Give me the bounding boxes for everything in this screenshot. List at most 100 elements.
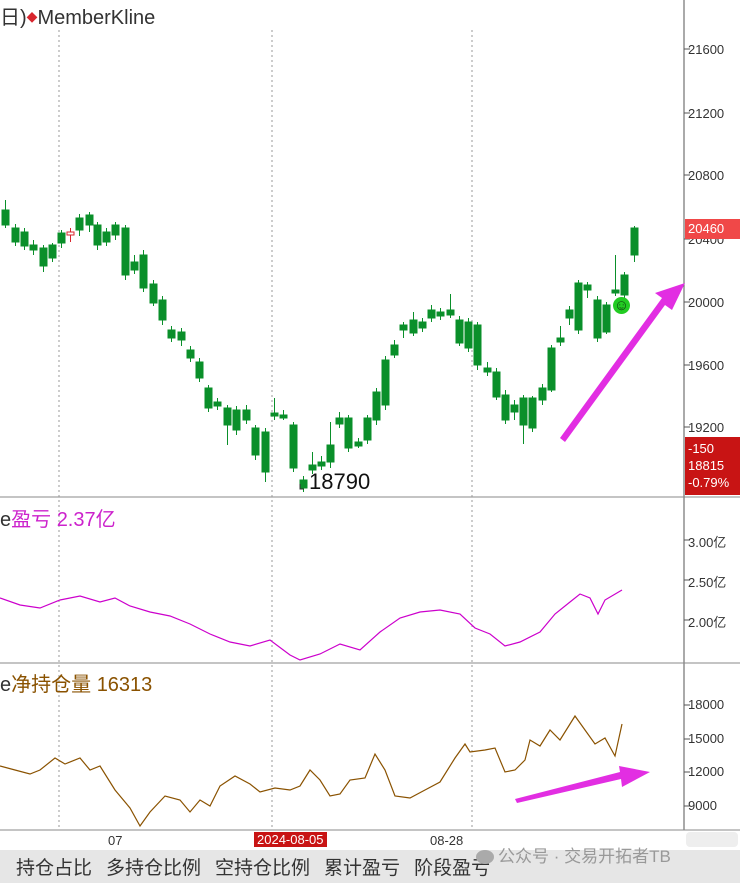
candle-body [538,387,547,401]
candle-body [11,227,20,243]
candle-body [483,367,492,373]
net-y-tick: 18000 [688,697,725,712]
candle-body [204,387,213,409]
candle-body [390,344,399,356]
wechat-icon [476,850,494,864]
candle-body [630,227,639,256]
candle-body [279,414,288,419]
candle-body [409,319,418,334]
candle-body [418,321,427,329]
net-panel-label: e净持仓量 16313 [0,668,152,697]
candle-body [602,304,611,333]
y-tick: 20800 [688,168,725,183]
pnl-y-tick: 2.00亿 [688,615,727,630]
tab-short-ratio[interactable]: 空持仓比例 [215,858,311,879]
candle-body [289,424,298,469]
y-tick: 20000 [688,295,725,310]
candle-body [399,324,408,331]
candle-body [1,209,10,226]
indicator-name: MemberKline [37,7,156,29]
candle-body [213,401,222,407]
candle-body [261,431,270,473]
net-y-tick: 9000 [688,798,717,813]
candle-body [29,244,38,251]
candle-body [574,282,583,331]
tab-period-pnl[interactable]: 阶段盈亏 [414,858,491,879]
watermark-text: 公众号 · 交易开拓者TB [498,847,671,866]
candle-body [93,224,102,246]
candle-body [547,347,556,391]
watermark: 公众号 · 交易开拓者TB [476,842,671,867]
candle-body [556,337,565,343]
candlestick-series [1,200,639,492]
candle-body [251,427,260,456]
candle-body [186,349,195,359]
candle-body [427,309,436,319]
candle-body [121,227,130,276]
title-prefix: 日) [0,7,27,29]
trend-arrow-lower [515,766,650,803]
candle-body [620,274,629,296]
change-points: -150 [688,441,715,456]
candle-body [299,479,308,489]
candle-body [593,299,602,339]
tab-long-ratio[interactable]: 多持仓比例 [106,858,202,879]
candle-body [232,409,241,431]
candle-body [66,231,75,236]
candle-body [611,289,620,294]
low-marker [299,484,304,490]
candle-body [372,391,381,421]
low-price-label: 18790 [309,469,371,494]
indicator-tab-bar: 持仓占比 多持仓比例 空持仓比例 累计盈亏 阶段盈亏 [0,850,740,883]
candle-body [158,299,167,321]
candle-body [492,371,501,398]
candle-body [455,319,464,344]
candle-body [242,409,251,421]
last-price-tag: 20460 [685,219,740,239]
pnl-y-tick: 2.50亿 [688,575,727,590]
x-axis-scroll-handle[interactable] [686,832,738,847]
candle-body [335,417,344,425]
candle-body [75,217,84,231]
net-position-line [0,714,623,828]
candle-body [195,361,204,379]
candle-body [139,254,148,289]
candle-body [308,464,317,471]
y-tick: 19600 [688,358,725,373]
candle-body [565,309,574,319]
y-tick: 21200 [688,106,725,121]
pnl-label-prefix: e [0,509,12,531]
candle-body [223,407,232,426]
pnl-line [0,589,623,661]
candle-body [326,444,335,463]
candle-body [317,461,326,467]
net-label-name: 净持仓量 [11,674,92,696]
tab-cumulative-pnl[interactable]: 累计盈亏 [324,858,401,879]
x-axis-label: 08-28 [430,833,464,848]
chart-canvas [0,0,740,831]
candle-body [111,224,120,236]
prev-close: 18815 [688,458,725,473]
pnl-panel-label: e盈亏 2.37亿 [0,503,116,532]
net-y-tick: 12000 [688,764,725,779]
candle-body [130,261,139,271]
change-box: -150 18815 -0.79% [685,437,740,495]
tab-position-share[interactable]: 持仓占比 [16,858,93,879]
candle-body [102,231,111,243]
candle-body [464,321,473,349]
x-axis-date-highlight: 2024-08-05 [254,832,327,847]
candle-body [583,284,592,291]
candle-body [85,214,94,226]
y-tick: 19200 [688,420,725,435]
candle-body [39,247,48,267]
net-y-tick: 15000 [688,731,725,746]
pnl-y-tick: 3.00亿 [688,535,727,550]
main-panel-title: 日)◆MemberKline [0,1,155,30]
y-tick: 21600 [688,42,725,57]
smiley-icon: ☺ [613,297,630,314]
candle-body [344,417,353,449]
candle-body [381,359,390,406]
candle-body [167,329,176,339]
x-axis-label: 07 [108,833,123,848]
pnl-label-value: 2.37亿 [56,509,116,531]
